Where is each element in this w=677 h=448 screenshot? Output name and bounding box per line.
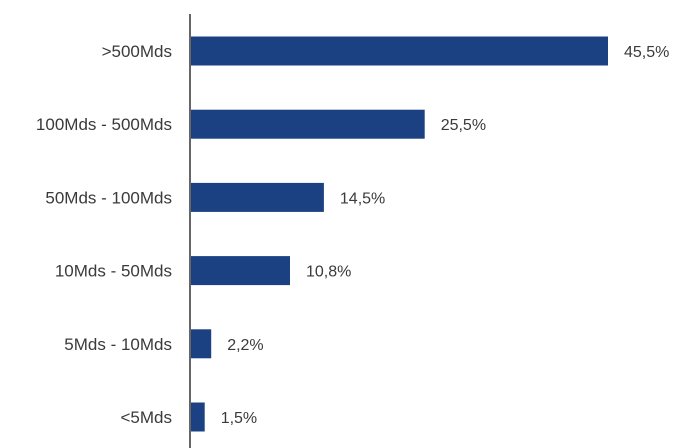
category-label-4: 5Mds - 10Mds: [64, 335, 172, 354]
bar-4: [191, 329, 212, 359]
bar-2: [191, 182, 324, 212]
value-label-4: 2,2%: [227, 337, 263, 354]
bars-layer: [191, 36, 608, 432]
value-labels-layer: 45,5% 25,5% 14,5% 10,8% 2,2% 1,5%: [221, 44, 670, 427]
value-label-0: 45,5%: [624, 44, 669, 61]
value-label-5: 1,5%: [221, 410, 257, 427]
category-label-1: 100Mds - 500Mds: [36, 115, 172, 134]
category-label-5: <5Mds: [121, 408, 173, 427]
category-label-2: 50Mds - 100Mds: [45, 188, 172, 207]
bar-5: [191, 402, 205, 432]
bar-3: [191, 256, 290, 286]
category-labels-layer: >500Mds 100Mds - 500Mds 50Mds - 100Mds 10Md…: [36, 42, 172, 427]
bar-0: [191, 36, 608, 66]
value-label-3: 10,8%: [306, 264, 351, 281]
bar-1: [191, 109, 425, 139]
value-label-2: 14,5%: [340, 190, 385, 207]
category-label-3: 10Mds - 50Mds: [55, 262, 172, 281]
category-label-0: >500Mds: [102, 42, 172, 61]
value-label-1: 25,5%: [441, 117, 486, 134]
